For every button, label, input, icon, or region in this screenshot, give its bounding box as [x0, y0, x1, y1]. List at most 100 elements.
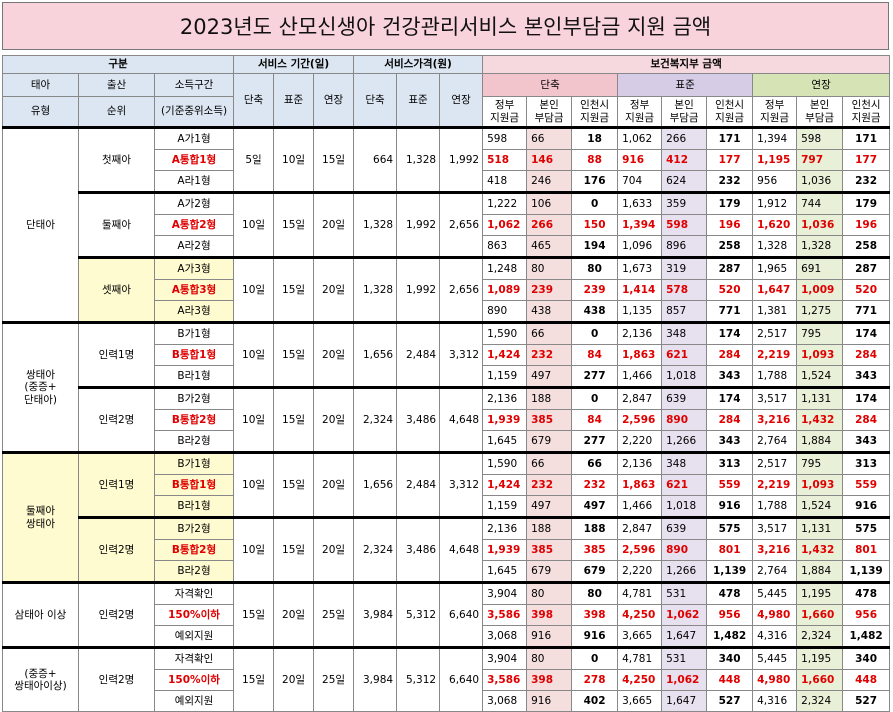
income-cell: B라1형 — [153, 365, 235, 388]
type-cell: 쌍태아 (중증+ 단태아) — [2, 321, 79, 453]
period-cell: 10일 — [233, 191, 275, 258]
period-cell: 25일 — [313, 581, 355, 648]
amount-cell: 385 — [526, 539, 573, 561]
amount-cell: 1,466 — [617, 365, 663, 388]
amount-cell: 1,009 — [796, 279, 844, 301]
income-cell: A통합1형 — [153, 149, 235, 171]
amount-cell: 1,195 — [796, 581, 844, 605]
amount-cell: 340 — [842, 646, 891, 670]
amount-cell: 418 — [482, 170, 528, 193]
table-row: 150%이하 3,586 398 278 4,250 1,062 448 4,980 1,660… — [3, 669, 891, 691]
amount-cell: 2,136 — [617, 451, 663, 475]
price-cell: 2,656 — [439, 191, 484, 258]
price-cell: 1,328 — [353, 191, 398, 258]
type-cell: 삼태아 이상 — [2, 581, 79, 648]
header-cell: 연장 — [752, 73, 891, 97]
header-cell: 정부 지원금 — [752, 96, 798, 128]
amount-cell: 1,466 — [617, 495, 663, 518]
income-cell: A라3형 — [153, 300, 235, 323]
income-cell: 자격확인 — [153, 646, 235, 670]
price-cell: 1,328 — [353, 256, 398, 323]
amount-cell: 1,884 — [796, 430, 844, 453]
amount-cell: 196 — [706, 214, 754, 236]
amount-cell: 1,482 — [706, 625, 754, 648]
amount-cell: 520 — [706, 279, 754, 301]
table-body: 단태아 첫째아 A가1형 5일 10일 15일 664 1,328 1,992 598 66 18 1,… — [2, 126, 891, 712]
price-cell: 2,324 — [353, 516, 398, 583]
amount-cell: 797 — [796, 149, 844, 171]
type-cell: (중증+ 쌍태아이상) — [2, 646, 79, 712]
income-cell: B가2형 — [153, 386, 235, 410]
amount-cell: 3,665 — [617, 625, 663, 648]
amount-cell: 639 — [661, 386, 708, 410]
amount-cell: 2,219 — [752, 344, 798, 366]
amount-cell: 171 — [706, 126, 754, 150]
period-cell: 10일 — [233, 516, 275, 583]
amount-cell: 1,131 — [796, 516, 844, 540]
table-row: B통합1형 1,424 232 232 1,863 621 559 2,219 1,093 559 — [3, 474, 891, 496]
amount-cell: 412 — [661, 149, 708, 171]
amount-cell: 3,517 — [752, 386, 798, 410]
price-cell: 1,992 — [396, 191, 441, 258]
amount-cell: 1,394 — [617, 214, 663, 236]
header-cell: 단축 — [353, 73, 398, 128]
amount-cell: 287 — [842, 256, 891, 280]
price-cell: 3,984 — [353, 581, 398, 648]
header-cell: 출산 — [78, 73, 155, 97]
amount-cell: 150 — [571, 214, 619, 236]
amount-cell: 188 — [526, 516, 573, 540]
amount-cell: 398 — [526, 669, 573, 691]
table-row: A통합1형 518 146 88 916 412 177 1,195 797 177 — [3, 149, 891, 171]
amount-cell: 598 — [661, 214, 708, 236]
amount-cell: 2,764 — [752, 560, 798, 583]
header-cell: 보건복지부 금액 — [482, 55, 891, 74]
order-cell: 인력1명 — [78, 321, 155, 388]
table-row: B라1형 1,159 497 497 1,466 1,018 916 1,788 1,524 91… — [3, 495, 891, 518]
amount-cell: 639 — [661, 516, 708, 540]
period-cell: 10일 — [273, 126, 315, 193]
amount-cell: 2,764 — [752, 430, 798, 453]
amount-cell: 313 — [842, 451, 891, 475]
amount-cell: 4,250 — [617, 604, 663, 626]
amount-cell: 343 — [842, 430, 891, 453]
price-cell: 3,486 — [396, 516, 441, 583]
period-cell: 20일 — [313, 516, 355, 583]
amount-cell: 398 — [571, 604, 619, 626]
price-cell: 1,992 — [396, 256, 441, 323]
amount-cell: 438 — [571, 300, 619, 323]
amount-cell: 1,093 — [796, 344, 844, 366]
amount-cell: 691 — [796, 256, 844, 280]
period-cell: 15일 — [313, 126, 355, 193]
amount-cell: 1,062 — [617, 126, 663, 150]
amount-cell: 1,139 — [842, 560, 891, 583]
table-row: B통합2형 1,939 385 84 2,596 890 284 3,216 1,432 284 — [3, 409, 891, 431]
amount-cell: 448 — [842, 669, 891, 691]
income-cell: B가1형 — [153, 451, 235, 475]
amount-cell: 80 — [526, 581, 573, 605]
amount-cell: 2,517 — [752, 451, 798, 475]
amount-cell: 621 — [661, 474, 708, 496]
amount-cell: 598 — [482, 126, 528, 150]
income-cell: 150%이하 — [153, 604, 235, 626]
amount-cell: 3,586 — [482, 604, 528, 626]
amount-cell: 3,068 — [482, 690, 528, 712]
amount-cell: 2,517 — [752, 321, 798, 345]
amount-cell: 1,275 — [796, 300, 844, 323]
amount-cell: 1,394 — [752, 126, 798, 150]
amount-cell: 1,018 — [661, 495, 708, 518]
header-cell: 인천시 지원금 — [706, 96, 754, 128]
amount-cell: 277 — [571, 430, 619, 453]
amount-cell: 4,781 — [617, 581, 663, 605]
amount-cell: 2,136 — [617, 321, 663, 345]
period-cell: 15일 — [273, 256, 315, 323]
amount-cell: 2,324 — [796, 625, 844, 648]
amount-cell: 890 — [661, 409, 708, 431]
table-row: A라3형 890 438 438 1,135 857 771 1,381 1,275 771 — [3, 300, 891, 323]
amount-cell: 1,096 — [617, 235, 663, 258]
amount-cell: 146 — [526, 149, 573, 171]
amount-cell: 465 — [526, 235, 573, 258]
period-cell: 10일 — [233, 321, 275, 388]
amount-cell: 478 — [706, 581, 754, 605]
amount-cell: 359 — [661, 191, 708, 215]
amount-cell: 1,195 — [796, 646, 844, 670]
